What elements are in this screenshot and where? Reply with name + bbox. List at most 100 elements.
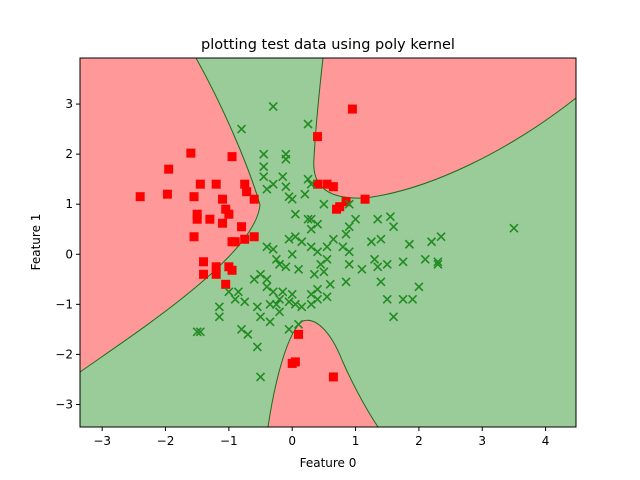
data-point-cross — [312, 284, 323, 294]
data-point-cross — [284, 297, 294, 307]
data-point-cross — [230, 294, 240, 304]
data-point-cross — [290, 232, 300, 242]
data-point-cross — [255, 312, 266, 322]
data-point-cross — [259, 172, 269, 182]
data-point-cross — [255, 372, 266, 382]
data-point-cross — [252, 342, 262, 352]
data-point-square — [189, 192, 199, 202]
data-point-cross — [436, 232, 446, 242]
y-tick-label: 0 — [65, 247, 73, 261]
plot-area — [80, 58, 576, 427]
data-point-square — [211, 269, 221, 279]
data-point-cross — [262, 274, 272, 284]
data-point-cross — [306, 179, 316, 189]
data-point-cross — [357, 264, 367, 274]
data-point-cross — [369, 254, 380, 264]
series-red-squares — [135, 104, 370, 382]
data-point-cross — [252, 302, 262, 312]
data-point-square — [192, 209, 202, 219]
data-point-cross — [309, 269, 319, 279]
data-point-square — [313, 179, 323, 189]
data-point-cross — [408, 294, 418, 304]
data-point-cross — [287, 194, 297, 204]
data-point-square — [328, 372, 338, 382]
data-point-cross — [297, 302, 307, 312]
data-point-cross — [290, 209, 300, 219]
data-point-cross — [297, 237, 307, 247]
data-point-cross — [278, 172, 288, 182]
y-tick-label: −3 — [55, 397, 73, 411]
data-point-cross — [344, 247, 354, 257]
data-point-cross — [281, 182, 291, 192]
data-point-cross — [382, 294, 392, 304]
x-tick-label: 4 — [542, 434, 550, 448]
data-point-cross — [259, 149, 269, 159]
data-point-cross — [281, 154, 291, 164]
x-tick-label: −1 — [220, 434, 238, 448]
data-point-cross — [306, 289, 316, 299]
y-axis: −3 −2 −1 0 1 2 3 — [55, 97, 80, 411]
data-point-square — [211, 262, 221, 272]
data-point-cross — [376, 277, 386, 287]
data-point-cross — [236, 124, 247, 134]
data-point-square — [322, 179, 332, 189]
data-point-cross — [388, 312, 399, 322]
data-point-cross — [344, 259, 354, 269]
data-point-cross — [306, 299, 316, 309]
data-point-cross — [274, 259, 285, 269]
data-point-square — [240, 179, 250, 189]
data-point-cross — [268, 102, 278, 112]
data-point-cross — [427, 237, 437, 247]
data-point-cross — [265, 317, 275, 327]
data-point-cross — [214, 312, 224, 322]
data-point-cross — [303, 174, 313, 184]
data-point-cross — [284, 234, 294, 244]
data-point-cross — [290, 299, 300, 309]
data-point-cross — [243, 329, 253, 339]
data-point-cross — [325, 279, 335, 289]
y-tick-label: 2 — [65, 147, 73, 161]
data-point-cross — [300, 189, 310, 199]
data-point-cross — [287, 249, 297, 259]
data-point-cross — [382, 259, 392, 269]
data-point-square — [221, 279, 231, 289]
data-point-cross — [233, 287, 243, 297]
data-point-cross — [249, 274, 259, 284]
data-point-cross — [303, 119, 313, 129]
data-point-cross — [388, 222, 399, 232]
data-point-cross — [268, 179, 278, 189]
data-point-cross — [192, 327, 202, 337]
data-point-cross — [268, 287, 278, 297]
data-point-cross — [262, 184, 272, 194]
data-point-cross — [303, 214, 313, 224]
data-point-cross — [404, 239, 414, 249]
data-point-cross — [312, 294, 323, 304]
data-point-square — [218, 218, 228, 228]
data-point-square — [162, 189, 172, 199]
data-point-cross — [385, 212, 395, 222]
x-axis-label: Feature 0 — [300, 456, 357, 470]
data-point-cross — [316, 259, 326, 269]
region-red-bottom — [267, 319, 379, 427]
data-point-square — [221, 204, 231, 214]
data-point-cross — [350, 214, 361, 224]
x-tick-label: −3 — [93, 434, 111, 448]
data-point-cross — [509, 223, 519, 233]
data-point-cross — [236, 324, 247, 334]
x-tick-label: 0 — [288, 434, 296, 448]
data-point-cross — [414, 282, 424, 292]
x-tick-label: 3 — [478, 434, 486, 448]
data-point-square — [227, 265, 237, 275]
data-point-square — [205, 214, 215, 224]
data-point-square — [328, 182, 338, 192]
data-point-cross — [328, 234, 338, 244]
data-point-square — [135, 192, 145, 202]
data-point-square — [164, 164, 174, 174]
x-tick-label: −2 — [157, 434, 175, 448]
data-point-cross — [420, 254, 430, 264]
data-point-square — [240, 234, 250, 244]
data-point-cross — [255, 269, 266, 279]
data-point-square — [199, 257, 209, 267]
x-axis: −3 −2 −1 0 1 2 3 4 — [93, 427, 549, 448]
